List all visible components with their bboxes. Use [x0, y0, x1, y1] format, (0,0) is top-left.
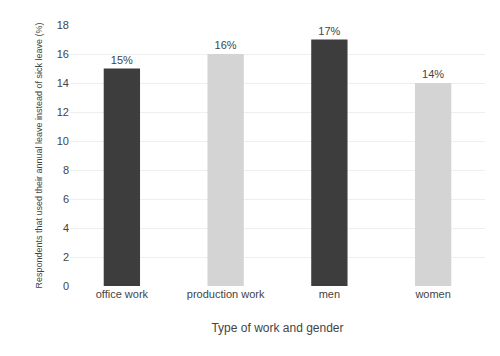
svg-text:production work: production work — [187, 288, 265, 300]
svg-text:2: 2 — [63, 251, 69, 263]
svg-text:16: 16 — [57, 48, 69, 60]
svg-text:14%: 14% — [422, 68, 444, 80]
svg-text:office work: office work — [96, 288, 149, 300]
svg-text:18: 18 — [57, 19, 69, 31]
svg-text:17%: 17% — [318, 25, 340, 37]
svg-text:15%: 15% — [111, 54, 133, 66]
svg-text:12: 12 — [57, 106, 69, 118]
svg-text:14: 14 — [57, 77, 69, 89]
svg-text:0: 0 — [63, 280, 69, 292]
svg-text:Type of work and gender: Type of work and gender — [211, 321, 343, 335]
svg-text:4: 4 — [63, 222, 69, 234]
svg-text:16%: 16% — [215, 39, 237, 51]
svg-text:10: 10 — [57, 135, 69, 147]
svg-text:8: 8 — [63, 164, 69, 176]
svg-text:6: 6 — [63, 193, 69, 205]
svg-text:women: women — [414, 288, 450, 300]
svg-text:Respondents that used their an: Respondents that used their annual leave… — [34, 22, 44, 288]
svg-text:men: men — [319, 288, 340, 300]
